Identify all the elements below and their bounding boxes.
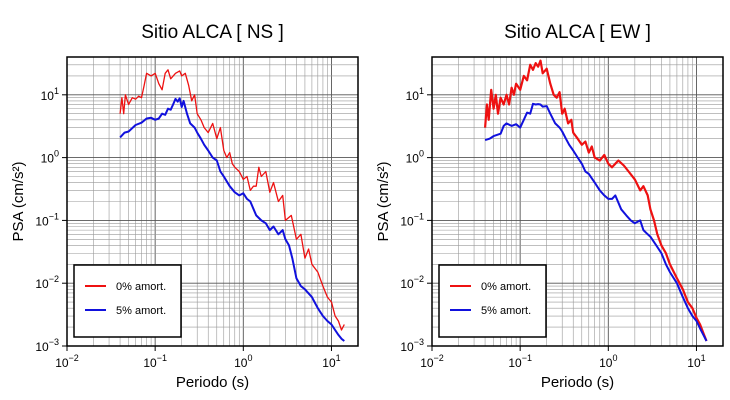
legend: 0% amort. 5% amort. [438, 264, 547, 338]
legend: 0% amort. 5% amort. [73, 264, 182, 338]
x-tick-label: 10−1 [143, 353, 167, 370]
legend-box [73, 264, 182, 338]
y-axis-label: PSA (cm/s²) [10, 161, 27, 241]
chart-panel-1: Sitio ALCA [ NS ]10−2 10−1 100 10110−310−21… [10, 22, 359, 391]
y-tick-label: 100 [41, 149, 59, 166]
series-line-damped [119, 97, 345, 342]
legend-label: 5% amort. [116, 305, 166, 317]
y-tick-label: 10−1 [35, 211, 59, 228]
series-line-damped [484, 102, 708, 342]
x-tick-label: 10−2 [55, 353, 79, 370]
legend-label: 0% amort. [481, 281, 531, 293]
x-tick-label: 101 [687, 353, 705, 370]
plot-frame [66, 56, 359, 347]
x-axis-label: Periodo (s) [541, 374, 614, 391]
x-tick-label: 101 [322, 353, 340, 370]
legend-label: 5% amort. [481, 305, 531, 317]
chart-title: Sitio ALCA [ NS ] [141, 22, 284, 43]
y-tick-label: 10−3 [400, 337, 424, 354]
plot-frame [431, 56, 724, 347]
y-tick-label: 10−3 [35, 337, 59, 354]
x-axis-label: Periodo (s) [176, 374, 249, 391]
y-tick-label: 10−1 [400, 211, 424, 228]
x-tick-label: 100 [234, 353, 252, 370]
series-line-undamped [119, 69, 345, 331]
series-line-undamped [484, 59, 708, 342]
chart-panel-2: Sitio ALCA [ EW ]10−2 10−1 100 10110−310−21… [375, 22, 724, 391]
legend-box [438, 264, 547, 338]
y-tick-label: 10−2 [400, 274, 424, 291]
legend-label: 0% amort. [116, 281, 166, 293]
chart-title: Sitio ALCA [ EW ] [504, 22, 651, 43]
y-axis-label: PSA (cm/s²) [375, 161, 392, 241]
y-tick-label: 101 [41, 86, 59, 103]
y-tick-label: 100 [406, 149, 424, 166]
y-tick-label: 10−2 [35, 274, 59, 291]
x-tick-label: 10−1 [508, 353, 532, 370]
y-tick-label: 101 [406, 86, 424, 103]
x-tick-label: 100 [599, 353, 617, 370]
x-tick-label: 10−2 [420, 353, 444, 370]
